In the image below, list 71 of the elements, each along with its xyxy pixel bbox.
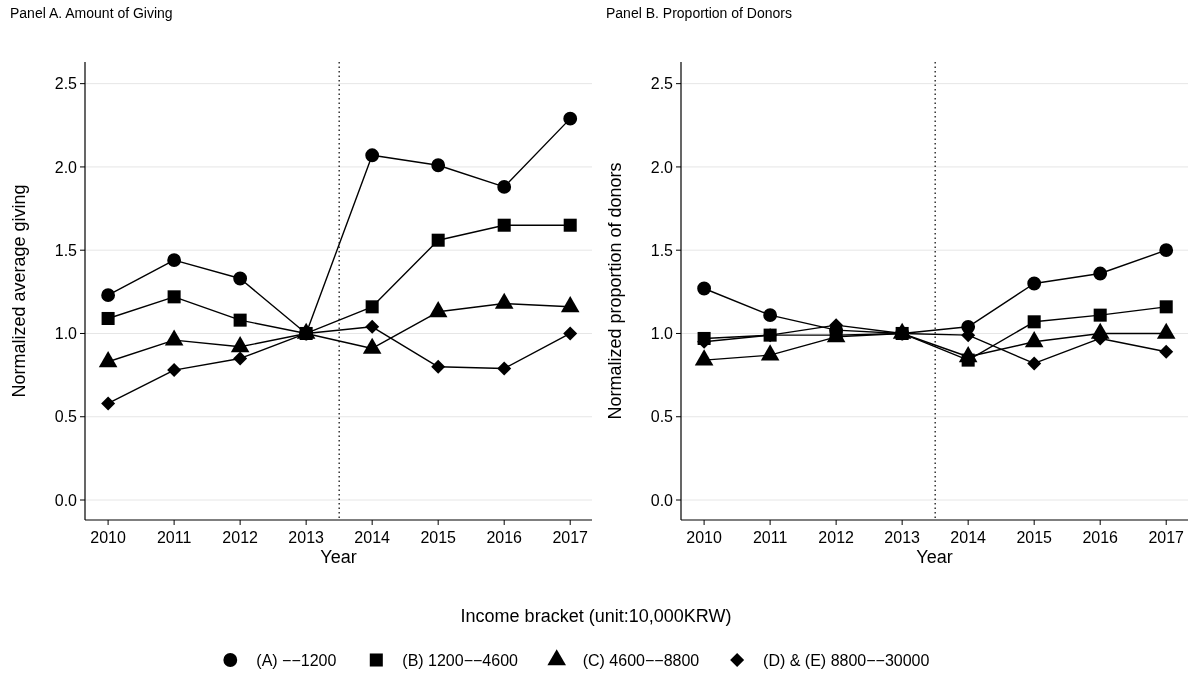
- chart-title: Panel A. Amount of Giving: [10, 5, 173, 21]
- point: [497, 218, 511, 232]
- point: [431, 233, 445, 247]
- y-tick-label: 0.0: [54, 491, 78, 509]
- x-tick-label: 2013: [288, 529, 325, 546]
- point: [1159, 344, 1174, 359]
- y-tick-label: 2.5: [54, 75, 78, 93]
- legend-label: (D) & (E) 8800−−30000: [763, 651, 930, 669]
- y-tick-label: 2.0: [54, 158, 78, 176]
- x-tick-label: 2010: [90, 529, 126, 546]
- x-tick-label: 2016: [1082, 529, 1119, 546]
- point: [431, 158, 446, 173]
- x-axis-title: Year: [320, 547, 357, 567]
- x-tick-label: 2013: [884, 529, 921, 546]
- x-tick-label: 2014: [950, 529, 987, 546]
- chart-title: Panel B. Proportion of Donors: [606, 5, 792, 21]
- point: [1027, 315, 1041, 329]
- point: [233, 271, 248, 286]
- x-tick-label: 2015: [1016, 529, 1053, 546]
- y-axis-title: Normalized average giving: [9, 184, 29, 398]
- x-tick-label: 2012: [222, 529, 259, 546]
- point: [167, 290, 181, 304]
- y-tick-label: 1.5: [54, 241, 78, 259]
- y-tick-label: 2.0: [650, 158, 674, 176]
- x-tick-label: 2011: [156, 529, 192, 546]
- point: [233, 351, 248, 366]
- y-tick-label: 0.5: [54, 408, 78, 426]
- point: [365, 148, 380, 163]
- point: [167, 363, 182, 378]
- y-tick-label: 2.5: [650, 75, 674, 93]
- point: [365, 319, 380, 334]
- point: [563, 218, 577, 232]
- y-tick-label: 0.5: [650, 408, 674, 426]
- point: [1159, 300, 1173, 314]
- point: [101, 396, 116, 411]
- legend-label: (C) 4600−−8800: [582, 651, 700, 669]
- y-axis-title: Normalized proportion of donors: [605, 162, 625, 420]
- x-tick-label: 2014: [354, 529, 391, 546]
- point: [763, 308, 778, 323]
- point: [167, 253, 182, 268]
- point: [365, 300, 379, 314]
- point: [1093, 266, 1108, 281]
- x-tick-label: 2016: [486, 529, 523, 546]
- point: [1027, 356, 1042, 371]
- x-tick-label: 2012: [818, 529, 855, 546]
- x-tick-label: 2017: [552, 529, 589, 546]
- y-tick-label: 0.0: [650, 491, 674, 509]
- point: [563, 111, 578, 126]
- point: [497, 361, 512, 376]
- point: [101, 288, 116, 303]
- point: [697, 281, 712, 296]
- point: [497, 180, 512, 194]
- point: [563, 326, 578, 341]
- point: [233, 313, 247, 327]
- point: [1159, 243, 1174, 258]
- y-tick-label: 1.0: [54, 325, 78, 343]
- x-tick-label: 2010: [686, 529, 722, 546]
- legend-label: (B) 1200−−4600: [402, 651, 519, 669]
- y-tick-label: 1.5: [650, 241, 674, 259]
- y-tick-label: 1.0: [650, 325, 674, 343]
- x-tick-label: 2011: [752, 529, 788, 546]
- point: [431, 359, 446, 374]
- legend-label: (A) −−1200: [256, 651, 337, 669]
- legend-title: Income bracket (unit:10,000KRW): [460, 606, 732, 626]
- x-tick-label: 2017: [1148, 529, 1185, 546]
- point: [958, 346, 978, 363]
- point: [1093, 308, 1107, 322]
- x-axis-title: Year: [916, 547, 953, 567]
- point: [1027, 276, 1042, 291]
- point: [101, 311, 115, 325]
- x-tick-label: 2015: [420, 529, 457, 546]
